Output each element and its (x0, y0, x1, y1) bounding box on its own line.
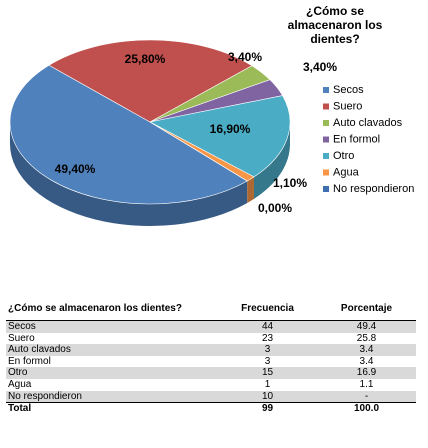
legend-label: Secos (333, 84, 364, 96)
legend-swatch (323, 120, 329, 126)
table-cell: 49.4 (317, 320, 416, 333)
data-label: 3,40% (303, 60, 337, 74)
legend-label: Otro (333, 150, 354, 162)
table-cell: 3 (218, 344, 317, 356)
data-label: 1,10% (273, 176, 307, 190)
table-cell: Secos (6, 320, 218, 333)
data-label: 16,90% (210, 122, 251, 136)
legend-swatch (323, 153, 329, 159)
table-row: Secos 44 49.4 (6, 320, 416, 333)
header-cell: Porcentaje (317, 303, 416, 321)
slice (149, 121, 255, 182)
table-cell: No respondieron (6, 390, 218, 403)
total-row: Total 99 100.0 (6, 402, 416, 415)
table-cell: 3.4 (359, 355, 374, 367)
table-cell: 3 (264, 355, 271, 367)
chart: 49,40% 25,80% 3,40% 3,40% 16,90% 1,10% 0,00% Se… (9, 39, 414, 227)
legend-swatch (323, 136, 329, 143)
header-cell: Frecuencia (218, 303, 317, 321)
data-label: 3,40% (228, 50, 262, 64)
table-cell: 10 (218, 390, 317, 403)
legend-swatch (323, 103, 329, 110)
table-row: Auto clavados 3 3.4 (6, 344, 416, 356)
table-cell: En formol (8, 355, 51, 367)
legend-swatch (323, 87, 329, 93)
slice-side (253, 122, 290, 199)
data-label: 25,80% (125, 52, 166, 66)
table-cell: 3.4 (317, 344, 416, 356)
chart-title: ¿Cómo se almacenaron los dientes? (287, 4, 383, 46)
legend-label: Auto clavados (333, 117, 403, 129)
data-table: ¿Cómo se almacenaron los dientes? Frecuen… (6, 303, 416, 415)
table-row: No respondieron 10- (6, 390, 416, 403)
table-cell: 25.8 (356, 332, 377, 344)
table-cell: Otro (6, 367, 218, 379)
slice-side (9, 122, 248, 227)
table-cell: 100.0 (317, 402, 416, 415)
slice (149, 95, 291, 178)
table-row: En formol 3 3.4 (6, 356, 416, 368)
table-row: Suero 23 25.8 (6, 333, 416, 345)
slice-side (247, 176, 254, 203)
header-row: ¿Cómo se almacenaron los dientes? Frecuen… (6, 303, 416, 321)
legend-swatch (323, 186, 329, 192)
table-cell: 15 (218, 367, 317, 379)
table-cell: Total (6, 402, 218, 415)
data-label: 0,00% (258, 201, 292, 215)
table-cell: 1 (264, 378, 271, 390)
table-cell: 16.9 (317, 367, 416, 379)
table-cell: 23 (261, 332, 274, 344)
table-cell: 1.1 (359, 378, 374, 390)
data-label: 49,40% (55, 162, 96, 176)
slice (9, 64, 248, 205)
table-row: Otro 15 16.9 (6, 367, 416, 379)
header-cell: ¿Cómo se almacenaron los dientes? (6, 303, 218, 321)
table-cell: Agua (8, 378, 32, 390)
table-cell: Auto clavados (6, 344, 218, 356)
table-cell: 99 (218, 402, 317, 415)
table-cell: - (317, 390, 416, 403)
slice (48, 39, 253, 123)
legend-label: No respondieron (333, 183, 414, 195)
table-cell: Suero (8, 332, 35, 344)
legend-swatch (323, 169, 329, 176)
table-row: Agua 1 1.1 (6, 379, 416, 391)
legend-label: Agua (333, 166, 360, 178)
table-cell: 44 (218, 320, 317, 333)
legend-label: En formol (333, 133, 380, 145)
legend-label: Suero (333, 100, 362, 112)
